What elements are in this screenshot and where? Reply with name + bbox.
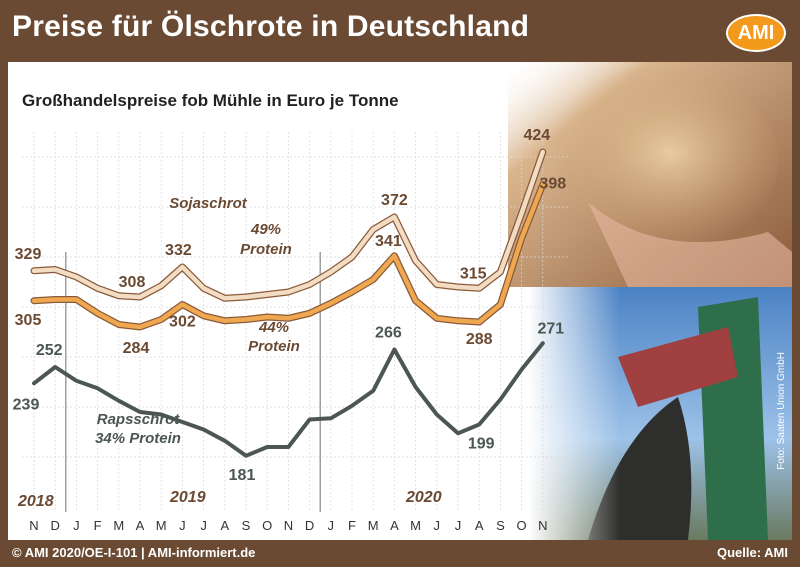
series-label-soja-2: 49% (250, 221, 281, 238)
data-label-9: 341 (375, 233, 402, 250)
chart-subtitle: Großhandelspreise fob Mühle in Euro je T… (22, 91, 399, 110)
rapeseed-meal-photo (528, 287, 792, 540)
data-label-8: 302 (169, 314, 196, 331)
x-tick-21: A (475, 518, 484, 533)
x-tick-18: M (410, 518, 421, 533)
x-tick-17: A (390, 518, 399, 533)
photo-credit: Foto: Saaten Union GmbH (776, 352, 787, 470)
soybean-meal-photo (508, 62, 792, 287)
footer-source: Quelle: AMI (716, 545, 788, 560)
data-label-0: 329 (15, 246, 42, 263)
x-tick-20: J (455, 518, 462, 533)
series-label-soja-1: Sojaschrot (169, 195, 248, 212)
x-tick-8: J (200, 518, 207, 533)
x-tick-15: F (348, 518, 356, 533)
series-line-2 (32, 341, 545, 458)
data-label-5: 424 (523, 127, 550, 144)
x-tick-12: N (284, 518, 293, 533)
data-label-7: 284 (123, 340, 150, 357)
x-tick-1: D (51, 518, 60, 533)
data-labels: 329 308 332 372 315 424 305 284 302 341 288 398 239 2… (13, 127, 567, 484)
data-label-2: 332 (165, 242, 192, 259)
data-label-17: 271 (537, 320, 564, 337)
year-label-2020: 2020 (405, 489, 442, 506)
x-tick-23: O (517, 518, 527, 533)
data-label-12: 239 (13, 396, 40, 413)
x-tick-13: D (305, 518, 314, 533)
series-label-raps-1: Rapsschrot (97, 411, 181, 428)
x-tick-14: J (328, 518, 335, 533)
data-label-1: 308 (119, 274, 146, 291)
x-tick-2: J (73, 518, 80, 533)
series-lines (30, 148, 547, 458)
x-tick-19: J (434, 518, 441, 533)
x-tick-11: O (262, 518, 272, 533)
x-tick-0: N (29, 518, 38, 533)
ami-logo: AMI (726, 14, 786, 52)
data-label-3: 372 (381, 192, 408, 209)
x-tick-4: M (113, 518, 124, 533)
data-label-15: 266 (375, 325, 402, 342)
data-label-14: 181 (229, 467, 256, 484)
x-tick-10: S (242, 518, 251, 533)
x-tick-9: A (220, 518, 229, 533)
data-label-10: 288 (466, 331, 493, 348)
series-label-soja-3: Protein (240, 241, 292, 258)
data-label-13: 252 (36, 342, 63, 359)
x-tick-6: M (156, 518, 167, 533)
data-label-16: 199 (468, 436, 495, 453)
data-label-11: 398 (539, 176, 566, 193)
series-label-44-2: Protein (248, 338, 300, 355)
x-tick-5: A (136, 518, 145, 533)
x-tick-22: S (496, 518, 505, 533)
x-tick-7: J (179, 518, 186, 533)
footer-copyright: © AMI 2020/OE-I-101 | AMI-informiert.de (12, 545, 256, 560)
price-line-chart: Großhandelspreise fob Mühle in Euro je T… (13, 91, 568, 533)
grid-lines (22, 132, 568, 512)
chart-panel: Großhandelspreise fob Mühle in Euro je T… (8, 62, 792, 540)
series-label-44-1: 44% (258, 319, 289, 336)
x-tick-16: M (368, 518, 379, 533)
chart-title: Preise für Ölschrote in Deutschland (12, 10, 530, 43)
data-label-6: 305 (15, 312, 42, 329)
series-line-1 (31, 182, 546, 330)
x-tick-3: F (94, 518, 102, 533)
year-label-2019: 2019 (169, 489, 206, 506)
year-label-2018: 2018 (17, 493, 54, 510)
series-label-raps-2: 34% Protein (95, 430, 181, 447)
data-label-4: 315 (460, 265, 487, 282)
x-tick-24: N (538, 518, 547, 533)
series-line-0 (31, 149, 546, 301)
